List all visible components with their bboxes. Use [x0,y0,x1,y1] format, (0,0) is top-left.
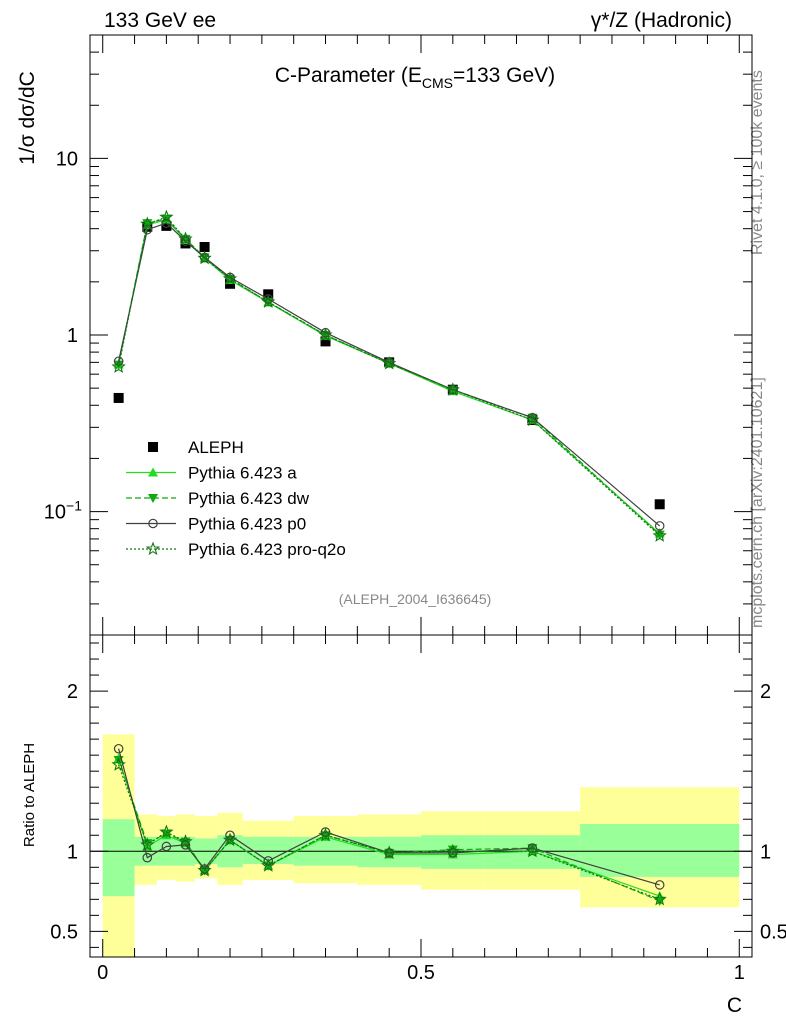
series-line [118,222,661,527]
ratio-y-tick-label: 2 [67,681,78,703]
data-point [525,412,540,427]
main-ylabel: 1/σ dσ/dC [16,71,39,165]
ratio-point [178,834,193,848]
ratio-point [261,858,276,872]
series-line [118,216,661,537]
ratio-y-tick-label: 1 [67,841,78,863]
ratio-point [180,840,191,850]
main-panel: C-Parameter (ECMS=133 GeV) 1/σ dσ/dC (AL… [16,34,753,636]
analysis-label: (ALEPH_2004_I636645) [339,591,492,607]
ratio-point [447,845,458,855]
y-tick-label-exp: −1 [66,498,82,514]
ratio-point [113,743,124,754]
legend-label: ALEPH [188,438,244,457]
header-right: γ*/Z (Hadronic) [591,9,732,32]
ratio-point [448,848,458,858]
ratio-point [382,845,397,859]
legend-marker [145,541,161,556]
y-tick-label: 10 [56,148,78,170]
data-point [445,382,460,396]
ratio-point [111,757,126,771]
data-point [222,271,238,285]
ratio-point [525,843,540,858]
data-point [382,356,397,370]
rivet-label: Rivet 4.1.0, ≥ 100k events [749,70,766,255]
ratio-point [318,827,333,842]
series-line [118,218,661,536]
mcplots-label: mcplots.cern.ch [arXiv:2401.10621] [749,377,766,628]
data-point [318,327,333,342]
ratio-y-tick-label: 0.5 [50,921,78,943]
ratio-point [161,841,172,852]
legend-label: Pythia 6.423 a [188,464,297,483]
ratio-line [118,759,660,902]
data-point [180,236,191,246]
ratio-y-tick-label-right: 1 [760,841,771,863]
legend-label: Pythia 6.423 dw [188,489,310,508]
series-pythia-6-423-pro-q2o [111,209,667,542]
ratio-point [225,830,235,841]
legend-marker [148,518,158,529]
data-point [197,250,212,265]
data-point [113,392,124,403]
x-axis-label: C [727,994,742,1017]
ratio-point [445,843,460,858]
x-tick-label: 0 [97,962,108,984]
legend-marker [148,442,158,452]
ratio-y-tick-label-right: 2 [760,681,771,703]
y-tick-label: 1 [67,325,78,347]
data-point [652,528,667,542]
uncertainty-band-inner [580,824,740,877]
series-pythia-6-423-p0 [113,218,665,531]
x-tick-label: 0.5 [407,962,435,984]
uncertainty-band-inner [102,819,135,897]
ratio-point [652,891,667,906]
data-point [199,242,210,253]
legend-label: Pythia 6.423 pro-q2o [188,540,346,559]
ratio-point [159,824,174,839]
data-point [161,220,172,231]
data-point [140,216,155,231]
ratio-y-tick-label-right: 0.5 [760,921,786,943]
data-point [178,231,193,246]
legend-marker [148,467,158,477]
data-point [111,359,126,373]
data-point [320,336,331,347]
ratio-point [222,832,238,847]
ratio-frame [89,634,753,958]
y-tick-label: 10−1 [44,498,82,524]
ratio-point [197,863,212,877]
legend-label: Pythia 6.423 p0 [188,515,306,534]
ratio-point [654,880,665,890]
ratio-series-pythia-6-423-pro-q2o [111,757,667,906]
data-point [654,499,665,510]
ratio-ylabel: Ratio to ALEPH [21,743,38,847]
ratio-panel: 2 2 1 1 0.5 0.5 0 0.5 1 Ratio to ALEPH C [21,634,786,1017]
ratio-line [118,748,660,886]
y-tick-label-base: 10 [44,502,66,524]
data-point [161,218,172,228]
data-point [159,209,174,224]
ratio-point [142,852,153,863]
x-tick-label: 1 [734,962,745,984]
data-point [261,294,276,308]
ratio-point [140,837,155,851]
header-left: 133 GeV ee [104,9,216,32]
legend: ALEPH Pythia 6.423 a Pythia 6.423 dw Pythia… [126,438,346,559]
legend-marker [148,494,158,503]
series-line [118,219,661,535]
main-title: C-Parameter (ECMS=133 GeV) [275,64,555,91]
